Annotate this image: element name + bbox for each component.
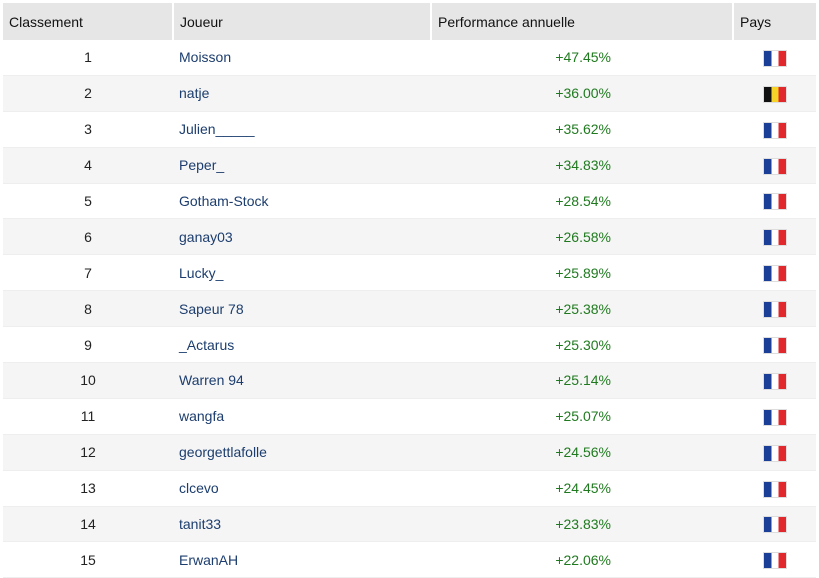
country (733, 434, 816, 471)
country (733, 218, 816, 256)
row: 4 Peper_ +34.83% (3, 147, 816, 184)
country (733, 326, 816, 364)
row: 9 _Actarus +25.30% (3, 326, 816, 364)
player[interactable]: Peper_ (173, 147, 431, 184)
country (733, 183, 816, 220)
performance: +25.38% (431, 290, 733, 328)
performance: +24.45% (431, 470, 733, 507)
performance: +34.83% (431, 147, 733, 184)
table-header: Classement Joueur Performance annuelle P… (3, 3, 816, 40)
rank: 14 (3, 506, 173, 543)
country (733, 147, 816, 184)
rank: 6 (3, 218, 173, 256)
flag (763, 266, 786, 282)
flag (763, 122, 786, 138)
header-cell[interactable]: Performance annuelle (431, 3, 734, 40)
flag (763, 194, 786, 210)
performance: +25.14% (431, 362, 733, 399)
flag (763, 409, 786, 425)
player[interactable]: Gotham-Stock (173, 183, 431, 220)
flag (763, 517, 786, 533)
flag (763, 86, 786, 102)
country (733, 362, 816, 399)
flag (763, 481, 786, 497)
header-cell[interactable]: Joueur (173, 3, 432, 40)
performance: +22.06% (431, 541, 733, 578)
row: 1 Moisson +47.45% (3, 40, 816, 76)
header-row: Classement Joueur Performance annuelle P… (3, 3, 816, 40)
country (733, 254, 816, 292)
player[interactable]: _Actarus (173, 326, 431, 364)
rank: 3 (3, 111, 173, 148)
performance: +23.83% (431, 506, 733, 543)
flag (763, 553, 786, 569)
ranking-table: Classement Joueur Performance annuelle P… (3, 3, 816, 578)
performance: +35.62% (431, 111, 733, 148)
rank: 12 (3, 434, 173, 471)
rank: 15 (3, 541, 173, 578)
row: 15 ErwanAH +22.06% (3, 541, 816, 578)
country (733, 111, 816, 148)
player[interactable]: natje (173, 75, 431, 112)
header-cell[interactable]: Pays (733, 3, 816, 40)
country (733, 506, 816, 543)
performance: +26.58% (431, 218, 733, 256)
performance: +24.56% (431, 434, 733, 471)
row: 6 ganay03 +26.58% (3, 218, 816, 256)
performance: +36.00% (431, 75, 733, 112)
rank: 2 (3, 75, 173, 112)
country (733, 75, 816, 112)
row: 8 Sapeur 78 +25.38% (3, 290, 816, 328)
rank: 4 (3, 147, 173, 184)
flag (763, 373, 786, 389)
performance: +25.30% (431, 326, 733, 364)
performance: +28.54% (431, 183, 733, 220)
player[interactable]: ErwanAH (173, 541, 431, 578)
flag (763, 337, 786, 353)
player[interactable]: tanit33 (173, 506, 431, 543)
player[interactable]: wangfa (173, 398, 431, 435)
player[interactable]: georgettlafolle (173, 434, 431, 471)
player[interactable]: Lucky_ (173, 254, 431, 292)
performance: +47.45% (431, 40, 733, 76)
player[interactable]: Moisson (173, 40, 431, 76)
performance: +25.07% (431, 398, 733, 435)
player[interactable]: Sapeur 78 (173, 290, 431, 328)
player[interactable]: ganay03 (173, 218, 431, 256)
rank: 11 (3, 398, 173, 435)
flag (763, 445, 786, 461)
performance: +25.89% (431, 254, 733, 292)
rank: 7 (3, 254, 173, 292)
player[interactable]: clcevo (173, 470, 431, 507)
rank: 1 (3, 40, 173, 76)
player[interactable]: Julien_____ (173, 111, 431, 148)
rank: 13 (3, 470, 173, 507)
rank: 10 (3, 362, 173, 399)
rank: 5 (3, 183, 173, 220)
country (733, 470, 816, 507)
header-cell[interactable]: Classement (3, 3, 174, 40)
row: 3 Julien_____ +35.62% (3, 111, 816, 148)
flag (763, 230, 786, 246)
flag (763, 302, 786, 318)
row: 5 Gotham-Stock +28.54% (3, 183, 816, 220)
row: 2 natje +36.00% (3, 75, 816, 112)
row: 10 Warren 94 +25.14% (3, 362, 816, 399)
country (733, 290, 816, 328)
row: 12 georgettlafolle +24.56% (3, 434, 816, 471)
rank: 9 (3, 326, 173, 364)
country (733, 40, 816, 76)
row: 11 wangfa +25.07% (3, 398, 816, 435)
row: 13 clcevo +24.45% (3, 470, 816, 507)
country (733, 398, 816, 435)
row: 14 tanit33 +23.83% (3, 506, 816, 543)
player[interactable]: Warren 94 (173, 362, 431, 399)
page: Classement Joueur Performance annuelle P… (3, 3, 816, 578)
rank: 8 (3, 290, 173, 328)
flag (763, 50, 786, 66)
flag (763, 158, 786, 174)
country (733, 541, 816, 578)
table-body: 1 Moisson +47.45% 2 natje +36.00% 3 Julien___… (3, 40, 816, 578)
row: 7 Lucky_ +25.89% (3, 254, 816, 292)
